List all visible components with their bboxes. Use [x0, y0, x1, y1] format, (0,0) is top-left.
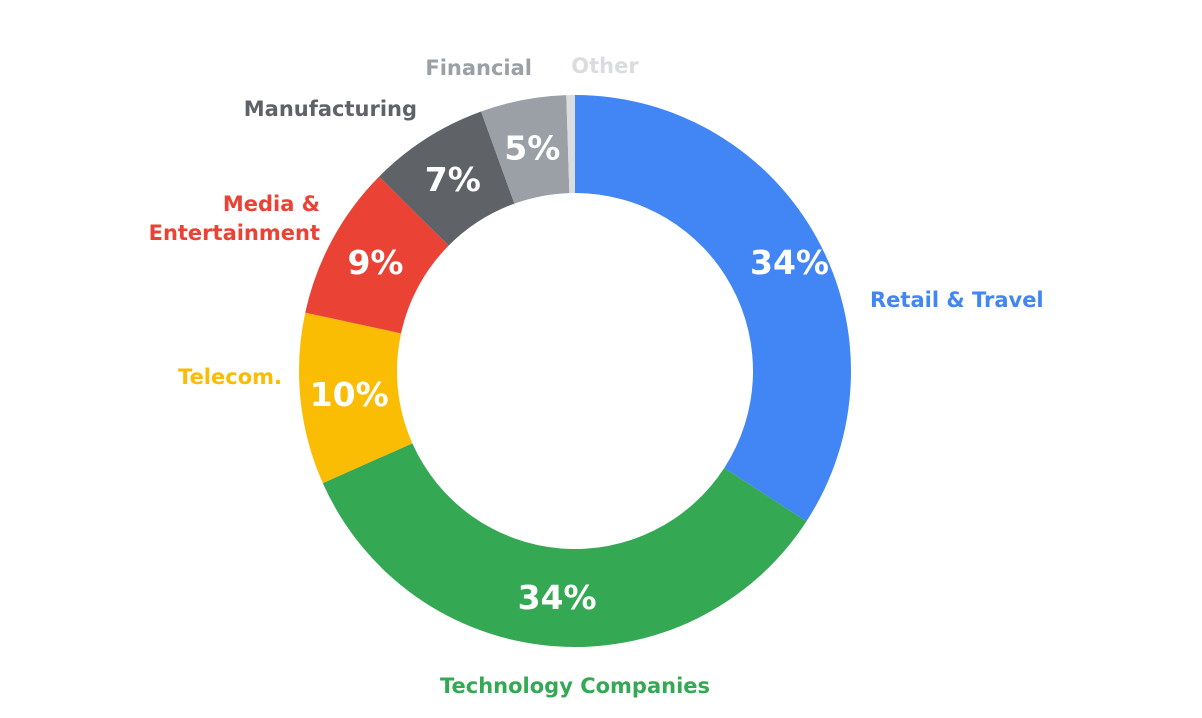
slice-telecom: [298, 312, 413, 484]
category-label-other: Other: [571, 54, 639, 78]
slice-financial: [481, 95, 570, 204]
pct-label-technology-companies: 34%: [518, 578, 597, 617]
pct-label-retail-and-travel: 34%: [750, 243, 829, 282]
category-labels: Retail & Travel Technology Companies Telec…: [149, 54, 1044, 698]
donut-slices: [298, 95, 851, 648]
category-label-media-and-entertainment: Media & Entertainment: [149, 192, 320, 245]
pct-label-financial: 5%: [504, 129, 560, 168]
category-label-manufacturing: Manufacturing: [244, 97, 417, 121]
pct-label-manufacturing: 7%: [425, 160, 481, 199]
slice-manufacturing: [379, 111, 515, 246]
category-label-line: Media &: [223, 192, 320, 216]
category-label-retail-and-travel: Retail & Travel: [870, 288, 1044, 312]
category-label-telecom: Telecom.: [178, 365, 282, 389]
pct-label-telecom: 10%: [310, 375, 389, 414]
category-label-financial: Financial: [425, 56, 532, 80]
percentage-labels: 34% 34% 10% 9% 7% 5%: [310, 129, 829, 617]
category-label-line: Entertainment: [149, 221, 320, 245]
slice-technology-companies: [322, 443, 807, 648]
slice-retail-and-travel: [575, 95, 851, 522]
pct-label-media-and-entertainment: 9%: [347, 243, 403, 282]
slice-media-and-entertainment: [305, 176, 449, 334]
slice-other: [566, 95, 575, 194]
category-label-technology-companies: Technology Companies: [440, 674, 710, 698]
